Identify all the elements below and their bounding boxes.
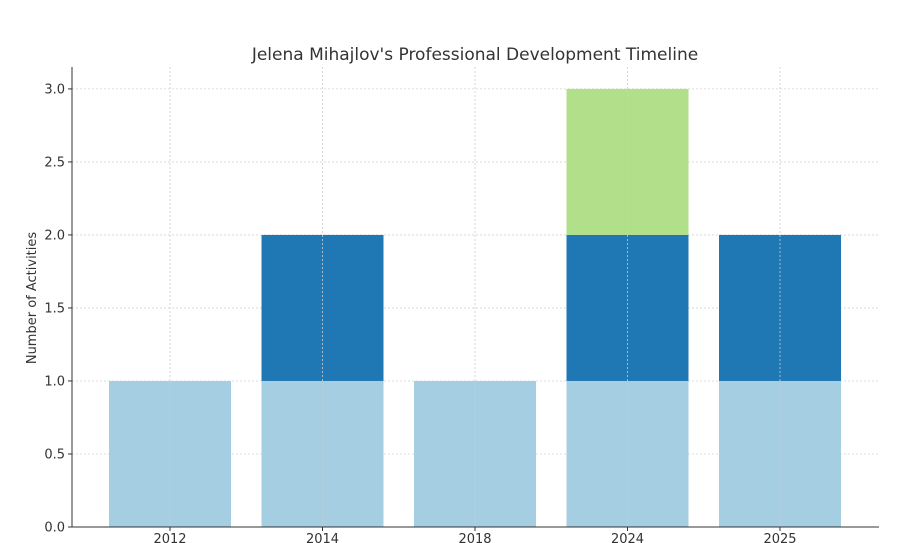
y-tick-label: 1.0	[44, 374, 65, 389]
y-tick-label: 3.0	[44, 82, 65, 97]
y-tick-label: 0.0	[44, 521, 65, 536]
y-tick-label: 2.5	[44, 155, 65, 170]
x-tick-label: 2025	[763, 532, 796, 543]
y-ticks: 0.0 0.5 1.0 1.5 2.0 2.5 3.0	[44, 82, 72, 536]
bar-segment	[566, 88, 689, 235]
y-tick-label: 1.5	[44, 301, 65, 316]
y-axis-label: Number of Activities	[25, 232, 40, 365]
bar-segment	[109, 380, 231, 527]
x-tick-label: 2018	[458, 532, 491, 543]
x-ticks: 2012 2014 2018 2024 2025	[153, 527, 797, 543]
bar-segment	[566, 380, 689, 527]
y-tick-label: 2.0	[44, 228, 65, 243]
bars	[109, 88, 841, 527]
vertical-grid	[169, 67, 781, 527]
bar-segment	[414, 380, 536, 527]
x-tick-label: 2014	[306, 532, 339, 543]
bar-segment	[261, 380, 384, 527]
x-tick-label: 2012	[153, 532, 186, 543]
bar-segment	[719, 380, 841, 527]
x-tick-label: 2024	[611, 532, 644, 543]
y-tick-label: 0.5	[44, 447, 65, 462]
chart-title: Jelena Mihajlov's Professional Developme…	[251, 45, 698, 65]
